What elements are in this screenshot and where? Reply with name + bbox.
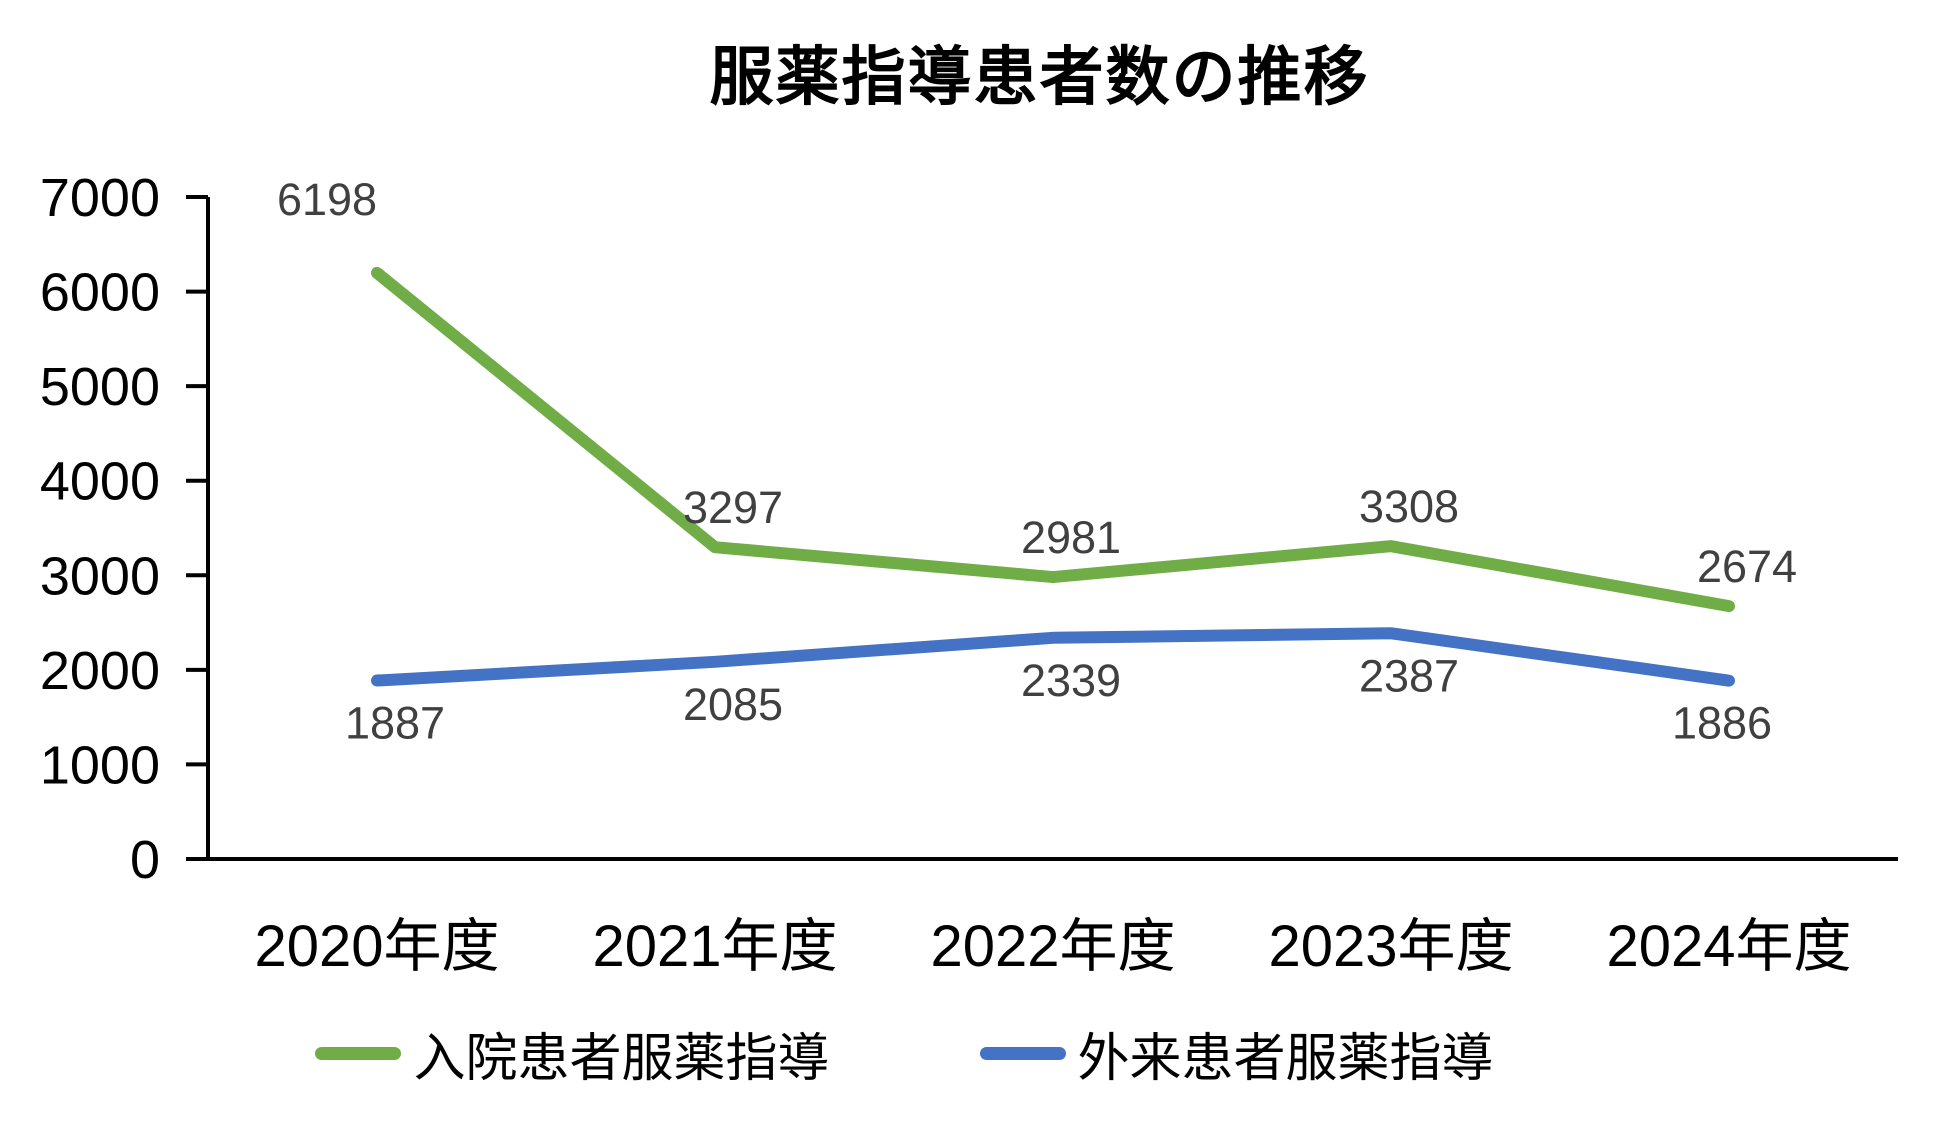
data-label-0-4: 2674 — [1697, 541, 1797, 592]
chart-title: 服薬指導患者数の推移 — [709, 41, 1370, 113]
data-label-1-4: 1886 — [1672, 698, 1772, 749]
y-tick-label: 2000 — [40, 641, 160, 701]
data-label-0-3: 3308 — [1359, 481, 1459, 532]
data-label-0-0: 6198 — [277, 174, 377, 225]
data-label-1-0: 1887 — [345, 698, 445, 749]
data-label-1-1: 2085 — [683, 679, 783, 730]
y-tick-label: 5000 — [40, 357, 160, 417]
data-label-1-3: 2387 — [1359, 650, 1459, 701]
y-tick-label: 1000 — [40, 735, 160, 795]
y-tick-label: 7000 — [40, 168, 160, 228]
legend-label-outpatient: 外来患者服薬指導 — [1077, 1030, 1494, 1088]
x-tick-label: 2022年度 — [930, 914, 1175, 979]
data-label-1-2: 2339 — [1021, 655, 1121, 706]
x-tick-label: 2024年度 — [1606, 914, 1851, 979]
data-label-0-1: 3297 — [683, 482, 783, 533]
legend: 入院患者服薬指導 外来患者服薬指導 — [0, 1016, 1879, 1091]
legend-item-outpatient: 外来患者服薬指導 — [979, 1016, 1494, 1091]
series-line-0 — [371, 266, 1735, 613]
series-line-1 — [371, 627, 1735, 687]
y-tick-label: 6000 — [40, 263, 160, 323]
data-label-0-2: 2981 — [1021, 512, 1121, 563]
legend-item-inpatient: 入院患者服薬指導 — [315, 1016, 830, 1091]
x-tick-label: 2023年度 — [1268, 914, 1513, 979]
legend-swatch-outpatient-line — [979, 1047, 1066, 1060]
x-tick-label: 2020年度 — [254, 914, 499, 979]
legend-swatch-inpatient-line — [315, 1047, 402, 1060]
y-tick-label: 0 — [130, 830, 160, 890]
y-tick-label: 3000 — [40, 546, 160, 606]
x-tick-label: 2021年度 — [592, 914, 837, 979]
legend-label-inpatient: 入院患者服薬指導 — [413, 1030, 830, 1088]
y-tick-label: 4000 — [40, 452, 160, 512]
